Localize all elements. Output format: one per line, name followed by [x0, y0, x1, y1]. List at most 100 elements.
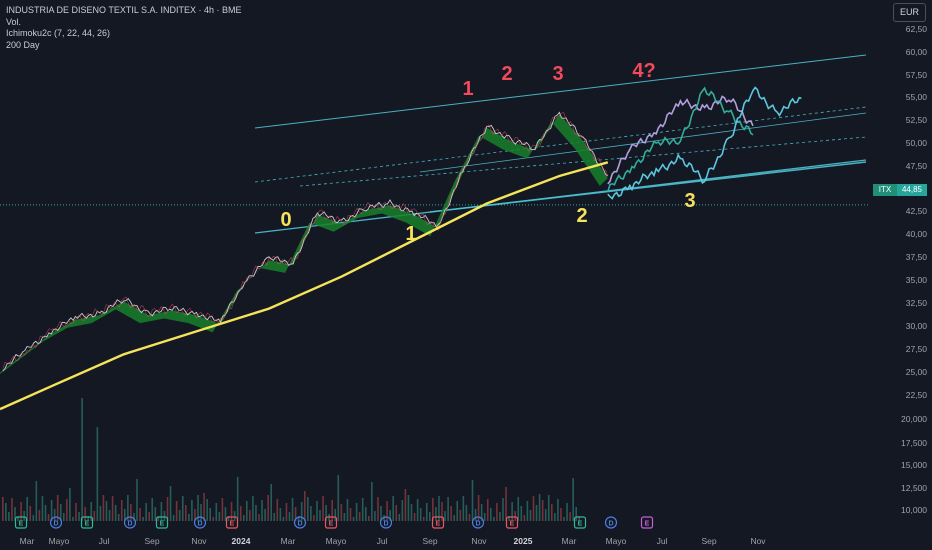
volume-bar	[56, 495, 59, 521]
event-marker-label: D	[53, 521, 58, 528]
volume-bar	[349, 508, 352, 521]
volume-bar	[371, 482, 373, 521]
volume-bar	[50, 500, 53, 521]
volume-bar	[133, 513, 135, 521]
event-marker-circle	[471, 516, 485, 529]
event-marker: D	[293, 516, 307, 529]
volume-bar	[99, 506, 102, 521]
volume-bar	[111, 496, 114, 521]
volume-bar	[160, 502, 163, 521]
volume-bar	[142, 517, 144, 521]
volume-bar	[395, 505, 398, 521]
channel-line	[254, 54, 867, 129]
event-marker-label: D	[383, 521, 388, 528]
volume-bar	[212, 517, 215, 521]
volume-bar	[322, 496, 324, 521]
volume-bar	[236, 477, 239, 521]
event-marker-box	[640, 516, 654, 529]
volume-bar	[273, 513, 276, 521]
volume-bar	[453, 515, 455, 521]
event-marker-label: E	[329, 521, 334, 528]
volume-bar	[386, 501, 388, 521]
volume-bar	[517, 497, 520, 521]
volume-bar	[32, 515, 35, 521]
volume-bar	[520, 506, 523, 521]
event-marker: E	[324, 516, 338, 529]
volume-bar	[233, 511, 236, 521]
volume-bar	[185, 505, 187, 521]
volume-bar	[447, 497, 449, 521]
volume-bar	[154, 507, 157, 521]
volume-bar	[148, 512, 150, 521]
wave-label-red: 4?	[632, 60, 655, 82]
volume-bar	[63, 513, 65, 521]
volume-bar	[468, 514, 471, 521]
event-marker-box	[14, 516, 28, 529]
event-marker: E	[505, 516, 519, 529]
volume-bar	[178, 510, 181, 521]
volume-bar	[313, 515, 315, 521]
x-tick-label: Mayo	[326, 536, 347, 546]
volume-bar	[401, 500, 404, 521]
volume-bar	[547, 495, 550, 521]
volume-bar	[383, 515, 385, 521]
x-tick-label: Mar	[281, 536, 296, 546]
volume-bar	[535, 505, 538, 521]
volume-bar	[297, 516, 300, 521]
volume-bar	[59, 504, 62, 521]
volume-bar	[432, 498, 434, 521]
volume-bar	[17, 516, 19, 521]
volume-bar	[75, 503, 77, 521]
y-tick-label: 12,500	[901, 483, 927, 493]
volume-bar	[551, 504, 553, 521]
indicator-ichimoku[interactable]: Ichimoku2c (7, 22, 44, 26)	[6, 28, 111, 38]
volume-bar	[90, 502, 93, 521]
volume-bar	[410, 504, 413, 521]
y-tick-label: 52,50	[906, 115, 928, 125]
volume-bar	[496, 503, 498, 521]
event-marker: E	[80, 516, 94, 529]
x-tick-label: 2024	[232, 536, 251, 546]
volume-bar	[456, 501, 459, 521]
event-marker-box	[80, 516, 94, 529]
event-marker: D	[379, 516, 393, 529]
volume-bar	[337, 475, 340, 521]
volume-bar	[435, 507, 437, 521]
volume-bar	[41, 496, 44, 521]
volume-bar	[124, 509, 126, 521]
chart-legend: INDUSTRIA DE DISENO TEXTIL S.A. INDITEX …	[6, 5, 242, 51]
volume-bar	[261, 500, 263, 521]
volume-bar	[157, 516, 160, 521]
volume-bar	[554, 513, 556, 521]
wave-label-red: 3	[552, 63, 563, 85]
indicator-volume[interactable]: Vol.	[6, 16, 22, 27]
volume-bar	[502, 498, 504, 521]
volume-bar	[78, 512, 80, 521]
volume-bar	[358, 512, 361, 521]
x-tick-label: Nov	[750, 536, 766, 546]
indicator-ma200[interactable]: 200 Day	[6, 39, 40, 50]
y-tick-label: 10,000	[901, 505, 927, 515]
volume-bar	[343, 513, 346, 521]
volume-bar	[514, 511, 516, 521]
event-marker: E	[431, 516, 445, 529]
y-tick-label: 35,00	[906, 275, 928, 285]
currency-button[interactable]: EUR	[893, 3, 926, 22]
event-marker-label: D	[127, 521, 132, 528]
volume-bar	[279, 508, 282, 521]
volume-bar	[364, 507, 367, 521]
volume-bar	[239, 506, 242, 521]
volume-bar	[493, 517, 495, 521]
x-tick-label: Mayo	[606, 536, 627, 546]
event-marker: E	[573, 516, 587, 529]
volume-bar	[44, 505, 47, 521]
volume-bar	[413, 513, 416, 521]
projection-teal	[607, 86, 754, 192]
y-tick-label: 15,000	[901, 460, 927, 470]
event-marker-box	[324, 516, 338, 529]
volume-bar	[319, 510, 321, 521]
volume-bar	[252, 496, 254, 521]
volume-bar	[340, 504, 343, 521]
volume-bar	[523, 515, 526, 521]
